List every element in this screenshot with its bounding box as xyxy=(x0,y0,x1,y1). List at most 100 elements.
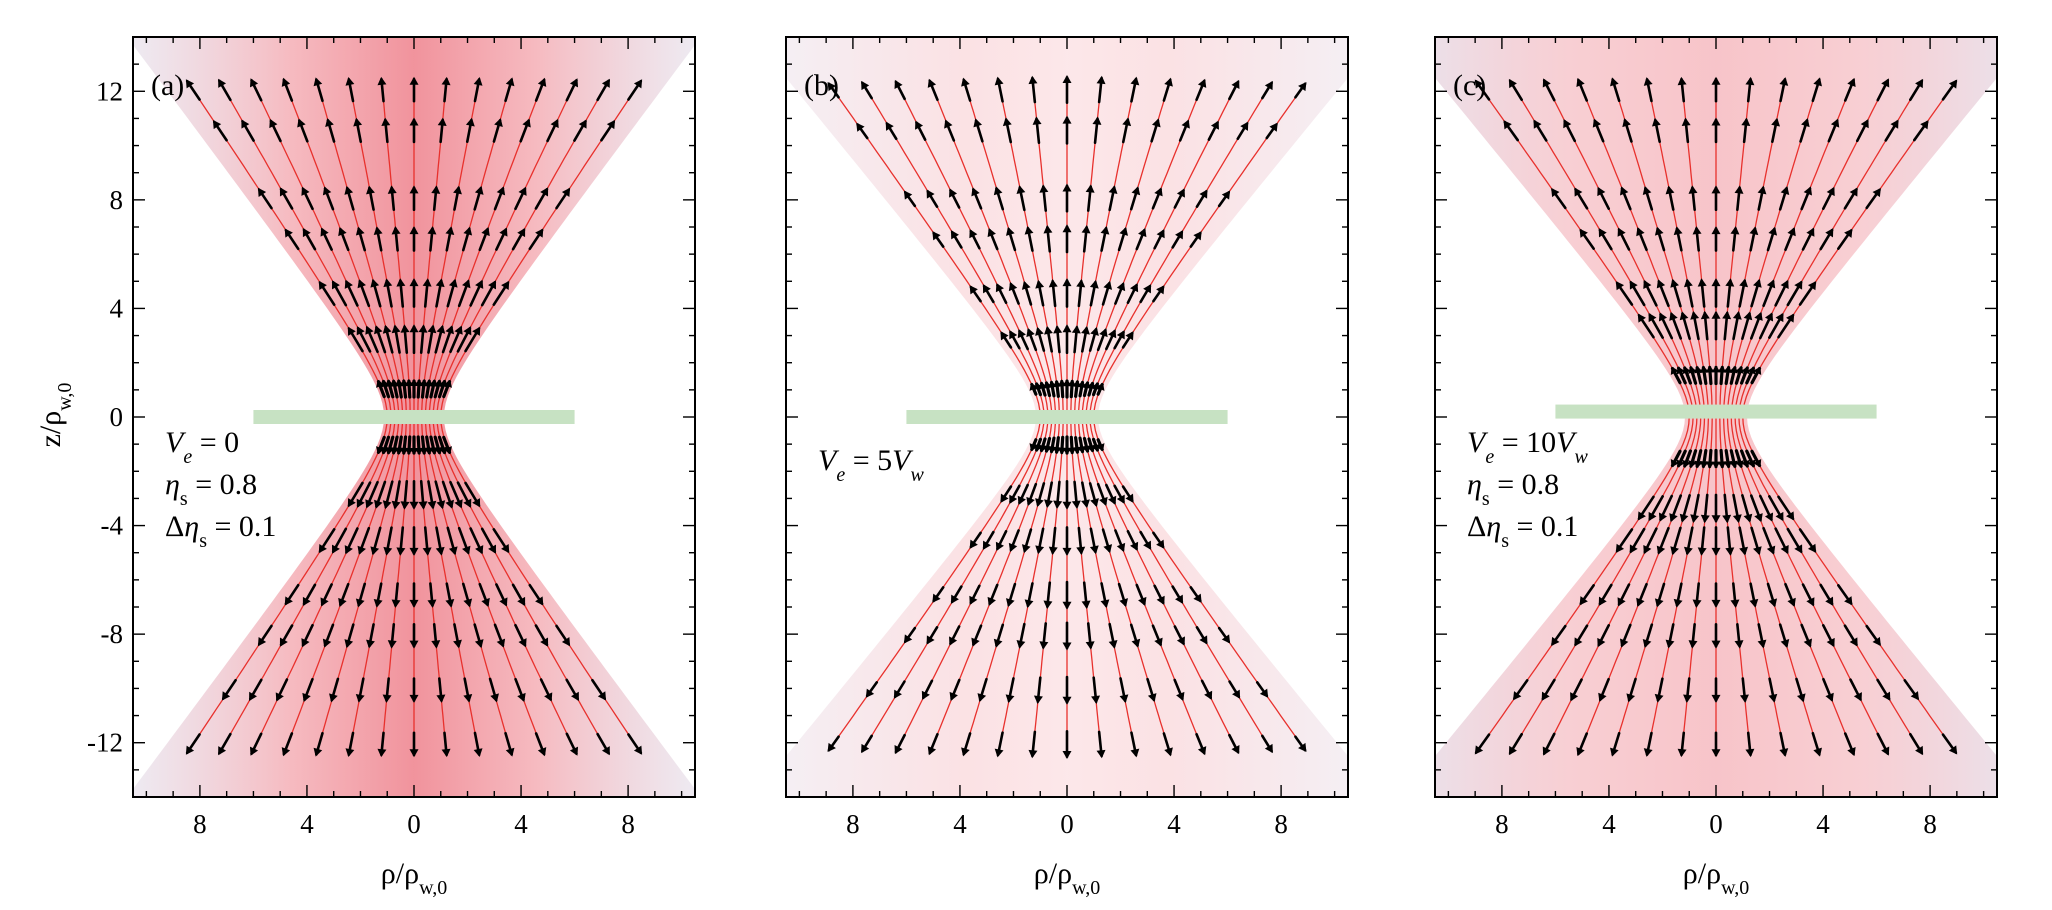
field-arrow xyxy=(422,278,432,308)
field-arrow xyxy=(1130,76,1140,103)
field-arrow xyxy=(1778,185,1790,211)
field-arrow xyxy=(1029,438,1038,452)
field-arrow xyxy=(1228,733,1240,755)
field-arrow xyxy=(950,230,963,249)
field-arrow xyxy=(478,582,490,607)
field-arrow xyxy=(1119,677,1129,704)
field-arrow xyxy=(1777,495,1795,521)
field-arrow xyxy=(344,623,355,649)
field-arrow xyxy=(422,526,432,556)
field-arrow xyxy=(380,435,391,455)
field-arrow xyxy=(1033,676,1043,704)
field-arrow xyxy=(464,481,481,508)
field-arrow xyxy=(473,623,484,649)
field-arrow xyxy=(1171,230,1184,249)
field-arrow xyxy=(279,624,294,647)
field-arrow xyxy=(1114,281,1126,305)
field-arrow xyxy=(1162,77,1173,102)
field-arrow xyxy=(1749,226,1759,252)
field-arrow xyxy=(1173,625,1185,646)
field-arrow xyxy=(1006,226,1017,252)
y-tick-label: -4 xyxy=(101,511,124,541)
field-arrow xyxy=(1610,77,1621,103)
field-arrow xyxy=(377,731,387,758)
field-arrow xyxy=(1739,677,1749,703)
field-arrow xyxy=(1508,732,1523,756)
field-arrow xyxy=(528,583,544,606)
field-arrow xyxy=(539,678,553,702)
field-arrow xyxy=(1692,226,1702,252)
field-arrow xyxy=(1711,526,1721,556)
field-arrow xyxy=(1865,188,1881,210)
field-arrow xyxy=(1126,529,1139,551)
field-arrow xyxy=(856,122,869,140)
field-arrow xyxy=(1570,678,1583,702)
field-arrow xyxy=(1081,225,1091,253)
field-arrow xyxy=(1189,231,1202,248)
field-arrow xyxy=(1843,77,1856,102)
field-arrow xyxy=(218,78,232,102)
field-arrow xyxy=(344,279,359,307)
field-arrow xyxy=(1739,366,1750,385)
field-arrow xyxy=(1692,582,1702,608)
y-tick-label: 0 xyxy=(110,402,124,432)
field-arrow xyxy=(1021,280,1033,306)
field-arrow xyxy=(1016,185,1026,212)
field-arrow xyxy=(1096,382,1105,396)
field-arrow xyxy=(1062,115,1072,145)
field-arrow xyxy=(1779,77,1789,103)
field-arrow xyxy=(1811,77,1822,103)
field-arrow xyxy=(1135,583,1147,606)
field-arrow xyxy=(519,118,531,143)
field-arrow xyxy=(921,679,934,700)
field-arrow xyxy=(903,190,917,208)
field-arrow xyxy=(1784,582,1796,607)
field-arrow xyxy=(1024,225,1034,252)
field-arrow xyxy=(1006,582,1017,608)
field-arrow xyxy=(396,278,406,308)
field-arrow xyxy=(347,481,364,508)
field-arrow xyxy=(1062,183,1072,213)
field-arrow xyxy=(241,119,255,142)
field-arrow xyxy=(1508,78,1523,102)
field-arrow xyxy=(1151,187,1163,210)
field-arrow xyxy=(1681,117,1691,144)
field-arrow xyxy=(409,526,419,556)
field-arrow xyxy=(1053,325,1063,354)
field-arrow xyxy=(1656,526,1670,555)
field-arrow xyxy=(1777,313,1795,339)
field-arrow xyxy=(546,118,559,143)
field-arrow xyxy=(1725,278,1735,308)
field-arrow xyxy=(320,227,333,251)
field-arrow xyxy=(1034,437,1043,452)
field-arrow xyxy=(1757,623,1767,649)
field-arrow xyxy=(1579,584,1595,606)
x-axis-label: ρ/ρw,0 xyxy=(381,857,447,899)
field-arrow xyxy=(534,624,549,647)
field-arrow xyxy=(1711,278,1721,308)
field-arrow xyxy=(1827,118,1840,143)
annotation-line: Δηs = 0.1 xyxy=(1467,510,1578,552)
field-arrow xyxy=(212,119,228,142)
field-arrow xyxy=(495,583,508,607)
field-arrow xyxy=(376,379,386,399)
field-arrow xyxy=(1076,278,1086,308)
field-arrow xyxy=(982,530,995,550)
field-arrow xyxy=(1114,529,1126,553)
field-arrow xyxy=(409,479,419,510)
field-arrow xyxy=(1758,494,1774,522)
field-arrow xyxy=(1105,483,1117,505)
y-tick-label: -12 xyxy=(87,728,123,758)
field-arrow xyxy=(1643,731,1653,757)
field-arrow xyxy=(1669,311,1683,340)
field-arrow xyxy=(1725,526,1735,556)
x-tick-label: 8 xyxy=(193,809,207,839)
field-arrow xyxy=(441,480,454,509)
field-arrow xyxy=(982,284,995,304)
field-arrow xyxy=(1676,366,1687,385)
field-arrow xyxy=(1113,484,1125,504)
field-arrow xyxy=(1617,227,1631,251)
field-arrow xyxy=(344,185,355,211)
field-arrow xyxy=(1619,623,1632,648)
field-arrow xyxy=(1091,437,1100,452)
